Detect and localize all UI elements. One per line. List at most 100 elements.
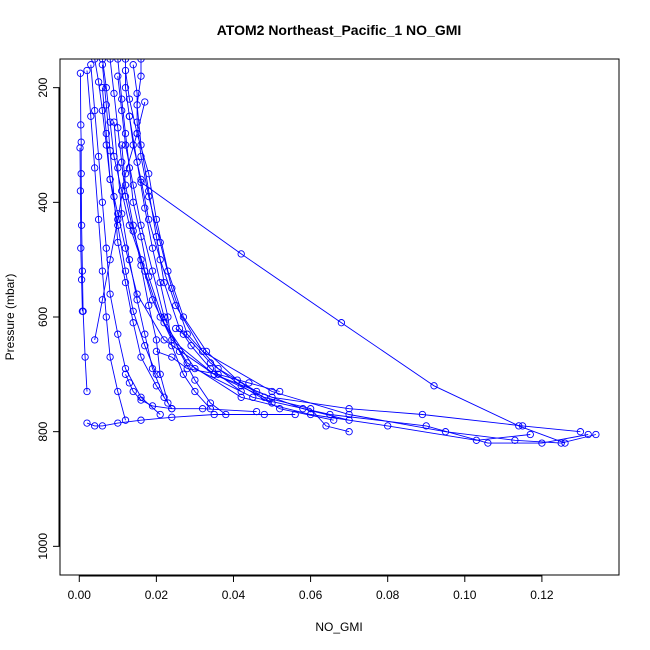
data-point	[83, 66, 91, 75]
data-point	[77, 121, 85, 129]
data-point	[133, 89, 141, 98]
data-point	[210, 410, 218, 419]
series-line	[125, 70, 273, 404]
data-point	[179, 330, 188, 338]
data-point	[168, 353, 176, 361]
y-tick-label: 1000	[36, 533, 50, 560]
data-point	[179, 313, 188, 321]
data-point	[345, 405, 353, 413]
data-point	[110, 192, 118, 201]
data-point	[121, 84, 130, 92]
data-point	[183, 330, 191, 338]
data-point	[175, 347, 184, 356]
data-point	[129, 61, 137, 69]
data-point	[125, 221, 134, 229]
data-point	[152, 215, 161, 224]
data-point	[172, 324, 180, 333]
data-point	[237, 393, 245, 401]
data-point	[214, 364, 222, 373]
data-point	[291, 410, 299, 419]
data-point	[98, 61, 107, 69]
data-point	[77, 221, 86, 229]
series-11	[83, 66, 130, 424]
series-line	[117, 59, 589, 444]
data-point	[160, 393, 168, 401]
data-point	[299, 405, 307, 413]
data-point	[121, 416, 130, 424]
data-point	[106, 256, 114, 264]
data-point	[118, 141, 126, 149]
data-point	[94, 152, 103, 161]
data-point	[87, 112, 95, 120]
data-point	[98, 267, 107, 275]
data-point	[156, 370, 164, 378]
x-axis-label: NO_GMI	[315, 620, 362, 634]
x-tick-label: 0.06	[299, 588, 323, 602]
data-point	[237, 387, 245, 396]
data-point	[121, 129, 130, 138]
data-point	[106, 175, 114, 184]
data-point	[160, 278, 168, 287]
data-point	[418, 410, 427, 419]
data-point	[133, 129, 141, 138]
x-tick-label: 0.04	[222, 588, 246, 602]
data-point	[145, 215, 153, 224]
data-point	[83, 419, 91, 427]
series-line	[132, 64, 350, 421]
data-point	[78, 267, 87, 275]
data-point	[152, 233, 161, 241]
data-point	[121, 278, 130, 287]
data-point	[121, 141, 130, 149]
data-point	[168, 405, 176, 413]
data-point	[561, 439, 569, 447]
data-point	[191, 364, 199, 373]
data-point	[87, 61, 95, 69]
series-18	[76, 69, 91, 396]
data-point	[106, 290, 114, 298]
x-tick-label: 0.08	[376, 588, 400, 602]
data-point	[102, 244, 110, 252]
data-point	[121, 181, 130, 189]
data-point	[106, 147, 114, 155]
data-point	[114, 164, 122, 172]
data-point	[137, 178, 145, 186]
data-point	[252, 407, 261, 416]
data-point	[156, 410, 164, 419]
data-point	[129, 221, 137, 229]
data-point	[125, 256, 134, 264]
y-axis: 200 400 600 800 1000	[36, 77, 60, 560]
data-point	[249, 393, 257, 401]
data-point	[98, 59, 107, 63]
data-point	[121, 370, 130, 378]
series-line	[86, 414, 296, 427]
series-line	[121, 144, 169, 404]
data-point	[110, 118, 118, 126]
y-tick-label: 200	[36, 77, 50, 97]
data-point	[592, 430, 600, 439]
data-point	[322, 422, 330, 430]
data-point	[110, 89, 118, 98]
data-point	[98, 296, 107, 304]
data-point	[422, 422, 430, 430]
data-point	[206, 399, 215, 407]
data-point	[245, 379, 253, 387]
data-point	[91, 59, 99, 63]
series-line	[156, 350, 280, 392]
data-point	[526, 430, 534, 439]
series-line	[79, 147, 83, 312]
x-axis: 0.00 0.02 0.04 0.06 0.08 0.10 0.12	[68, 575, 554, 602]
data-point	[102, 129, 110, 138]
data-point	[98, 422, 107, 430]
data-point	[125, 95, 134, 103]
data-point	[183, 364, 191, 373]
data-point	[137, 59, 145, 63]
data-point	[152, 336, 161, 344]
data-point	[106, 118, 114, 126]
data-point	[237, 250, 245, 258]
data-point	[160, 319, 168, 327]
data-point	[160, 336, 168, 344]
series-line	[109, 59, 531, 441]
data-point	[125, 112, 134, 120]
x-tick-label: 0.12	[530, 588, 554, 602]
data-point	[102, 84, 110, 92]
